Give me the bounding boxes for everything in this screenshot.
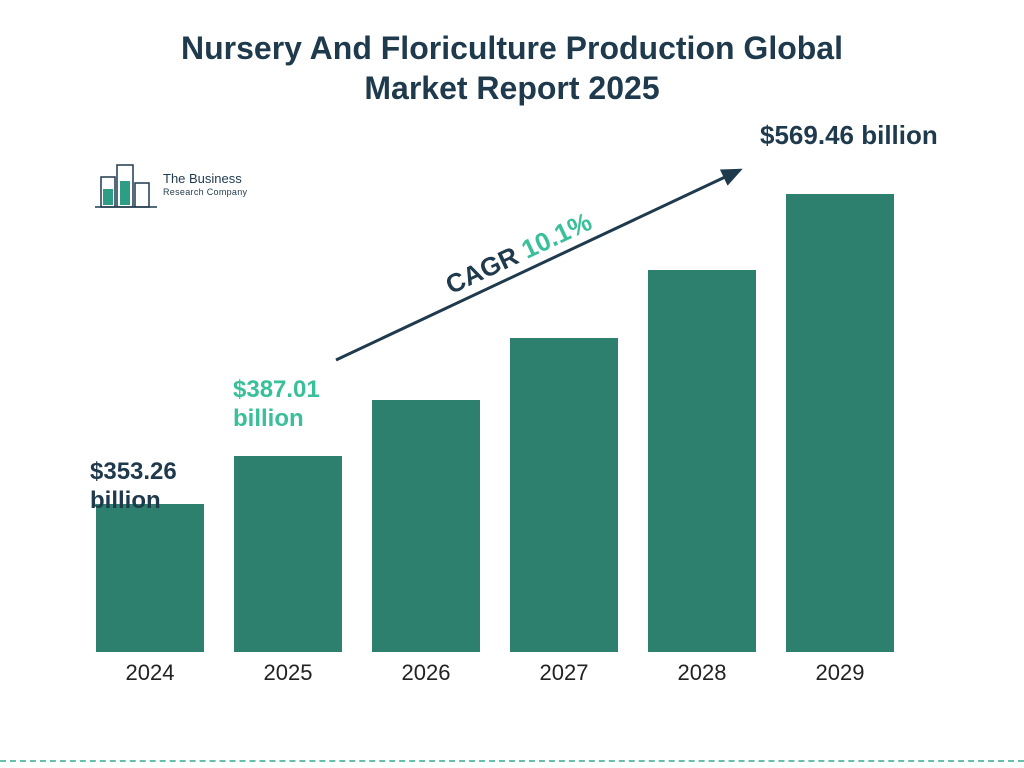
xlabel-2024: 2024 (96, 660, 204, 686)
xlabel-2026: 2026 (372, 660, 480, 686)
xlabel-2028: 2028 (648, 660, 756, 686)
page-title: Nursery And Floriculture Production Glob… (0, 28, 1024, 108)
bar-2026 (372, 400, 480, 652)
title-line-2: Market Report 2025 (364, 70, 659, 106)
bar-chart: Market Size (in USD billion) 20242025202… (96, 150, 926, 690)
value-label-2025: $387.01 billion (233, 376, 320, 434)
value-label-2029: $569.46 billion (760, 120, 938, 151)
bar-2024 (96, 504, 204, 652)
title-line-1: Nursery And Floriculture Production Glob… (181, 30, 843, 66)
bar-2027 (510, 338, 618, 652)
xlabel-2027: 2027 (510, 660, 618, 686)
bottom-dashed-divider (0, 760, 1024, 762)
bar-2029 (786, 194, 894, 652)
chart-container: Nursery And Floriculture Production Glob… (0, 0, 1024, 768)
value-label-2024: $353.26 billion (90, 458, 177, 516)
bar-2028 (648, 270, 756, 652)
xlabel-2025: 2025 (234, 660, 342, 686)
bar-2025 (234, 456, 342, 653)
xlabel-2029: 2029 (786, 660, 894, 686)
